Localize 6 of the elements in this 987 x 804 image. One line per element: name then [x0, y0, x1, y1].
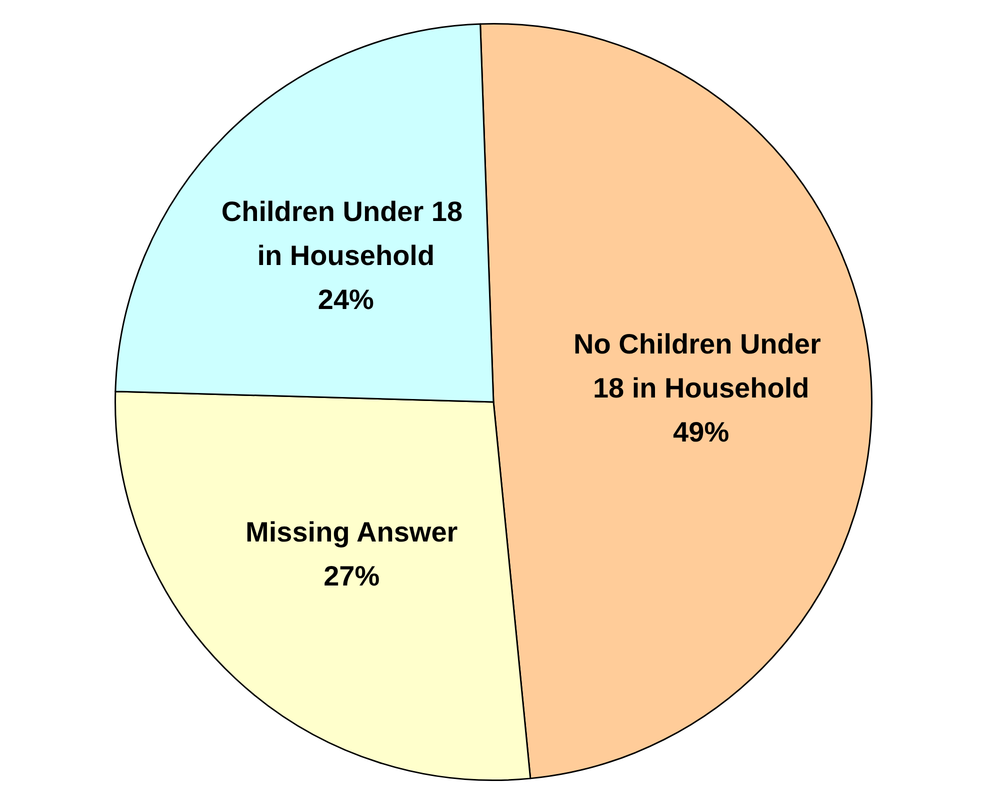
data-label: 27% [324, 560, 380, 592]
slice-label: No Children Under 18 in Household [574, 328, 829, 404]
data-label: 24% [318, 284, 374, 315]
slice-label: Children Under 18 in Household [221, 196, 470, 271]
slice-label: Missing Answer [246, 516, 458, 548]
data-label: 49% [673, 416, 730, 448]
